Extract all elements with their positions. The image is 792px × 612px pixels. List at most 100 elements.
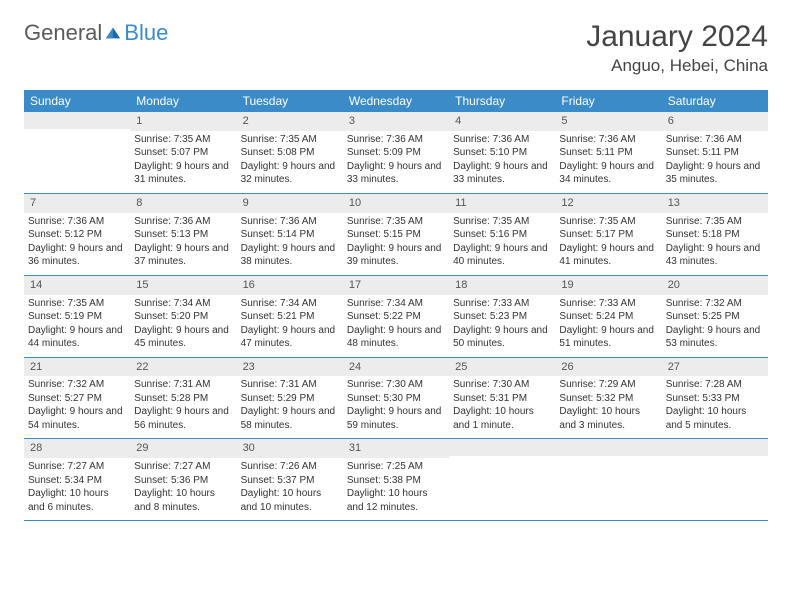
day-content: Sunrise: 7:36 AMSunset: 5:12 PMDaylight:… [24,213,130,275]
sunrise-text: Sunrise: 7:26 AM [241,460,339,474]
day-cell: 31Sunrise: 7:25 AMSunset: 5:38 PMDayligh… [343,439,449,520]
day-content: Sunrise: 7:35 AMSunset: 5:15 PMDaylight:… [343,213,449,275]
day-content: Sunrise: 7:33 AMSunset: 5:24 PMDaylight:… [555,295,661,357]
daylight-text: Daylight: 10 hours and 6 minutes. [28,487,126,514]
weekday-header-row: SundayMondayTuesdayWednesdayThursdayFrid… [24,90,768,112]
day-number [662,439,768,456]
day-number: 31 [343,439,449,458]
sunset-text: Sunset: 5:22 PM [347,310,445,324]
sunrise-text: Sunrise: 7:36 AM [134,215,232,229]
day-content: Sunrise: 7:36 AMSunset: 5:13 PMDaylight:… [130,213,236,275]
weekday-cell: Wednesday [343,90,449,112]
daylight-text: Daylight: 9 hours and 58 minutes. [241,405,339,432]
sunset-text: Sunset: 5:16 PM [453,228,551,242]
day-content: Sunrise: 7:35 AMSunset: 5:19 PMDaylight:… [24,295,130,357]
sunset-text: Sunset: 5:18 PM [666,228,764,242]
day-number [555,439,661,456]
weekday-cell: Monday [130,90,236,112]
day-cell: 30Sunrise: 7:26 AMSunset: 5:37 PMDayligh… [237,439,343,520]
day-content: Sunrise: 7:26 AMSunset: 5:37 PMDaylight:… [237,458,343,520]
daylight-text: Daylight: 9 hours and 53 minutes. [666,324,764,351]
day-cell: 20Sunrise: 7:32 AMSunset: 5:25 PMDayligh… [662,276,768,357]
week-row: 14Sunrise: 7:35 AMSunset: 5:19 PMDayligh… [24,276,768,358]
day-cell: 6Sunrise: 7:36 AMSunset: 5:11 PMDaylight… [662,112,768,193]
day-number: 29 [130,439,236,458]
day-number: 2 [237,112,343,131]
day-number: 11 [449,194,555,213]
day-content: Sunrise: 7:27 AMSunset: 5:36 PMDaylight:… [130,458,236,520]
day-content: Sunrise: 7:36 AMSunset: 5:09 PMDaylight:… [343,131,449,193]
day-content: Sunrise: 7:35 AMSunset: 5:18 PMDaylight:… [662,213,768,275]
daylight-text: Daylight: 9 hours and 38 minutes. [241,242,339,269]
day-cell: 16Sunrise: 7:34 AMSunset: 5:21 PMDayligh… [237,276,343,357]
sunset-text: Sunset: 5:08 PM [241,146,339,160]
day-cell: 14Sunrise: 7:35 AMSunset: 5:19 PMDayligh… [24,276,130,357]
day-number: 22 [130,358,236,377]
sunrise-text: Sunrise: 7:30 AM [347,378,445,392]
sunset-text: Sunset: 5:20 PM [134,310,232,324]
daylight-text: Daylight: 9 hours and 40 minutes. [453,242,551,269]
daylight-text: Daylight: 9 hours and 51 minutes. [559,324,657,351]
day-cell: 11Sunrise: 7:35 AMSunset: 5:16 PMDayligh… [449,194,555,275]
sunset-text: Sunset: 5:11 PM [666,146,764,160]
day-content: Sunrise: 7:34 AMSunset: 5:20 PMDaylight:… [130,295,236,357]
day-number: 26 [555,358,661,377]
daylight-text: Daylight: 9 hours and 59 minutes. [347,405,445,432]
logo: General Blue [24,20,168,46]
day-cell [449,439,555,520]
sunrise-text: Sunrise: 7:32 AM [28,378,126,392]
sunset-text: Sunset: 5:09 PM [347,146,445,160]
sunrise-text: Sunrise: 7:25 AM [347,460,445,474]
sunset-text: Sunset: 5:23 PM [453,310,551,324]
sunset-text: Sunset: 5:33 PM [666,392,764,406]
title-block: January 2024 Anguo, Hebei, China [586,20,768,76]
day-number: 8 [130,194,236,213]
sunrise-text: Sunrise: 7:33 AM [453,297,551,311]
daylight-text: Daylight: 9 hours and 56 minutes. [134,405,232,432]
day-content: Sunrise: 7:29 AMSunset: 5:32 PMDaylight:… [555,376,661,438]
sunrise-text: Sunrise: 7:36 AM [453,133,551,147]
daylight-text: Daylight: 9 hours and 47 minutes. [241,324,339,351]
daylight-text: Daylight: 9 hours and 32 minutes. [241,160,339,187]
day-cell: 13Sunrise: 7:35 AMSunset: 5:18 PMDayligh… [662,194,768,275]
day-number: 5 [555,112,661,131]
sunset-text: Sunset: 5:15 PM [347,228,445,242]
logo-text-general: General [24,20,102,46]
sunrise-text: Sunrise: 7:27 AM [28,460,126,474]
daylight-text: Daylight: 9 hours and 35 minutes. [666,160,764,187]
day-number: 27 [662,358,768,377]
sunset-text: Sunset: 5:11 PM [559,146,657,160]
day-number: 4 [449,112,555,131]
day-number: 13 [662,194,768,213]
sunrise-text: Sunrise: 7:31 AM [134,378,232,392]
day-cell: 5Sunrise: 7:36 AMSunset: 5:11 PMDaylight… [555,112,661,193]
weekday-cell: Saturday [662,90,768,112]
day-cell: 7Sunrise: 7:36 AMSunset: 5:12 PMDaylight… [24,194,130,275]
day-number [24,112,130,129]
day-cell: 4Sunrise: 7:36 AMSunset: 5:10 PMDaylight… [449,112,555,193]
sunrise-text: Sunrise: 7:33 AM [559,297,657,311]
sunset-text: Sunset: 5:12 PM [28,228,126,242]
logo-text-blue: Blue [124,20,168,46]
location: Anguo, Hebei, China [586,56,768,76]
day-cell: 9Sunrise: 7:36 AMSunset: 5:14 PMDaylight… [237,194,343,275]
day-content: Sunrise: 7:25 AMSunset: 5:38 PMDaylight:… [343,458,449,520]
sunset-text: Sunset: 5:29 PM [241,392,339,406]
sunrise-text: Sunrise: 7:28 AM [666,378,764,392]
daylight-text: Daylight: 9 hours and 33 minutes. [453,160,551,187]
sunset-text: Sunset: 5:36 PM [134,474,232,488]
daylight-text: Daylight: 9 hours and 48 minutes. [347,324,445,351]
daylight-text: Daylight: 10 hours and 5 minutes. [666,405,764,432]
day-cell: 18Sunrise: 7:33 AMSunset: 5:23 PMDayligh… [449,276,555,357]
calendar: SundayMondayTuesdayWednesdayThursdayFrid… [24,90,768,521]
sunset-text: Sunset: 5:38 PM [347,474,445,488]
sunrise-text: Sunrise: 7:36 AM [559,133,657,147]
day-cell: 8Sunrise: 7:36 AMSunset: 5:13 PMDaylight… [130,194,236,275]
sunset-text: Sunset: 5:27 PM [28,392,126,406]
sunrise-text: Sunrise: 7:34 AM [347,297,445,311]
sunrise-text: Sunrise: 7:35 AM [559,215,657,229]
sunrise-text: Sunrise: 7:36 AM [241,215,339,229]
sunrise-text: Sunrise: 7:35 AM [134,133,232,147]
week-row: 28Sunrise: 7:27 AMSunset: 5:34 PMDayligh… [24,439,768,521]
day-cell: 1Sunrise: 7:35 AMSunset: 5:07 PMDaylight… [130,112,236,193]
